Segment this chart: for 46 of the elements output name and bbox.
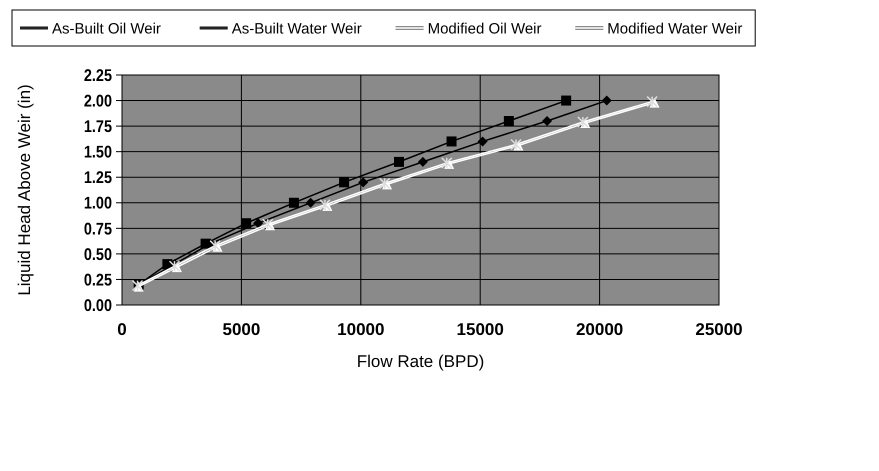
y-tick-label: 0.50 — [84, 246, 112, 264]
x-axis-title: Flow Rate (BPD) — [356, 352, 484, 371]
point — [253, 218, 264, 228]
point — [319, 199, 331, 211]
point — [478, 136, 488, 146]
point — [339, 177, 350, 188]
point — [446, 136, 457, 146]
point — [418, 156, 428, 167]
x-tick-label: 20000 — [576, 320, 624, 339]
point — [378, 178, 390, 190]
x-tick-label: 15000 — [456, 320, 504, 339]
point — [200, 238, 211, 249]
y-tick-label: 0.00 — [84, 296, 112, 316]
x-tick-label: 5000 — [222, 320, 260, 339]
legend-label: Modified Oil Weir — [428, 20, 542, 38]
legend-label: As-Built Oil Weir — [52, 20, 161, 38]
point — [602, 96, 612, 106]
x-tick-label: 25000 — [695, 320, 743, 339]
legend-label: Modified Water Weir — [607, 20, 742, 38]
y-tick-label: 1.75 — [84, 118, 112, 136]
point — [561, 96, 572, 106]
y-tick-label: 0.75 — [84, 220, 112, 239]
point — [394, 156, 404, 167]
point — [542, 116, 552, 126]
y-tick-label: 1.50 — [84, 144, 112, 162]
point — [209, 240, 221, 252]
point — [168, 260, 180, 272]
x-tick-label: 0 — [117, 320, 127, 339]
x-tick-label: 10000 — [337, 320, 384, 339]
point — [577, 116, 589, 128]
point — [288, 198, 299, 208]
y-tick-label: 1.25 — [84, 169, 112, 188]
y-tick-label: 2.00 — [84, 92, 112, 111]
y-axis-title: Liquid Head Above Weir (in) — [15, 84, 34, 296]
point — [241, 218, 252, 228]
y-tick-label: 2.25 — [84, 66, 112, 86]
point — [306, 198, 316, 208]
point — [504, 116, 514, 126]
point — [441, 157, 453, 169]
y-tick-label: 1.00 — [84, 194, 112, 214]
legend-label: As-Built Water Weir — [232, 20, 362, 38]
point — [510, 138, 522, 150]
y-tick-label: 0.25 — [84, 271, 112, 290]
point — [262, 218, 274, 230]
point — [358, 177, 368, 188]
point — [646, 96, 658, 108]
